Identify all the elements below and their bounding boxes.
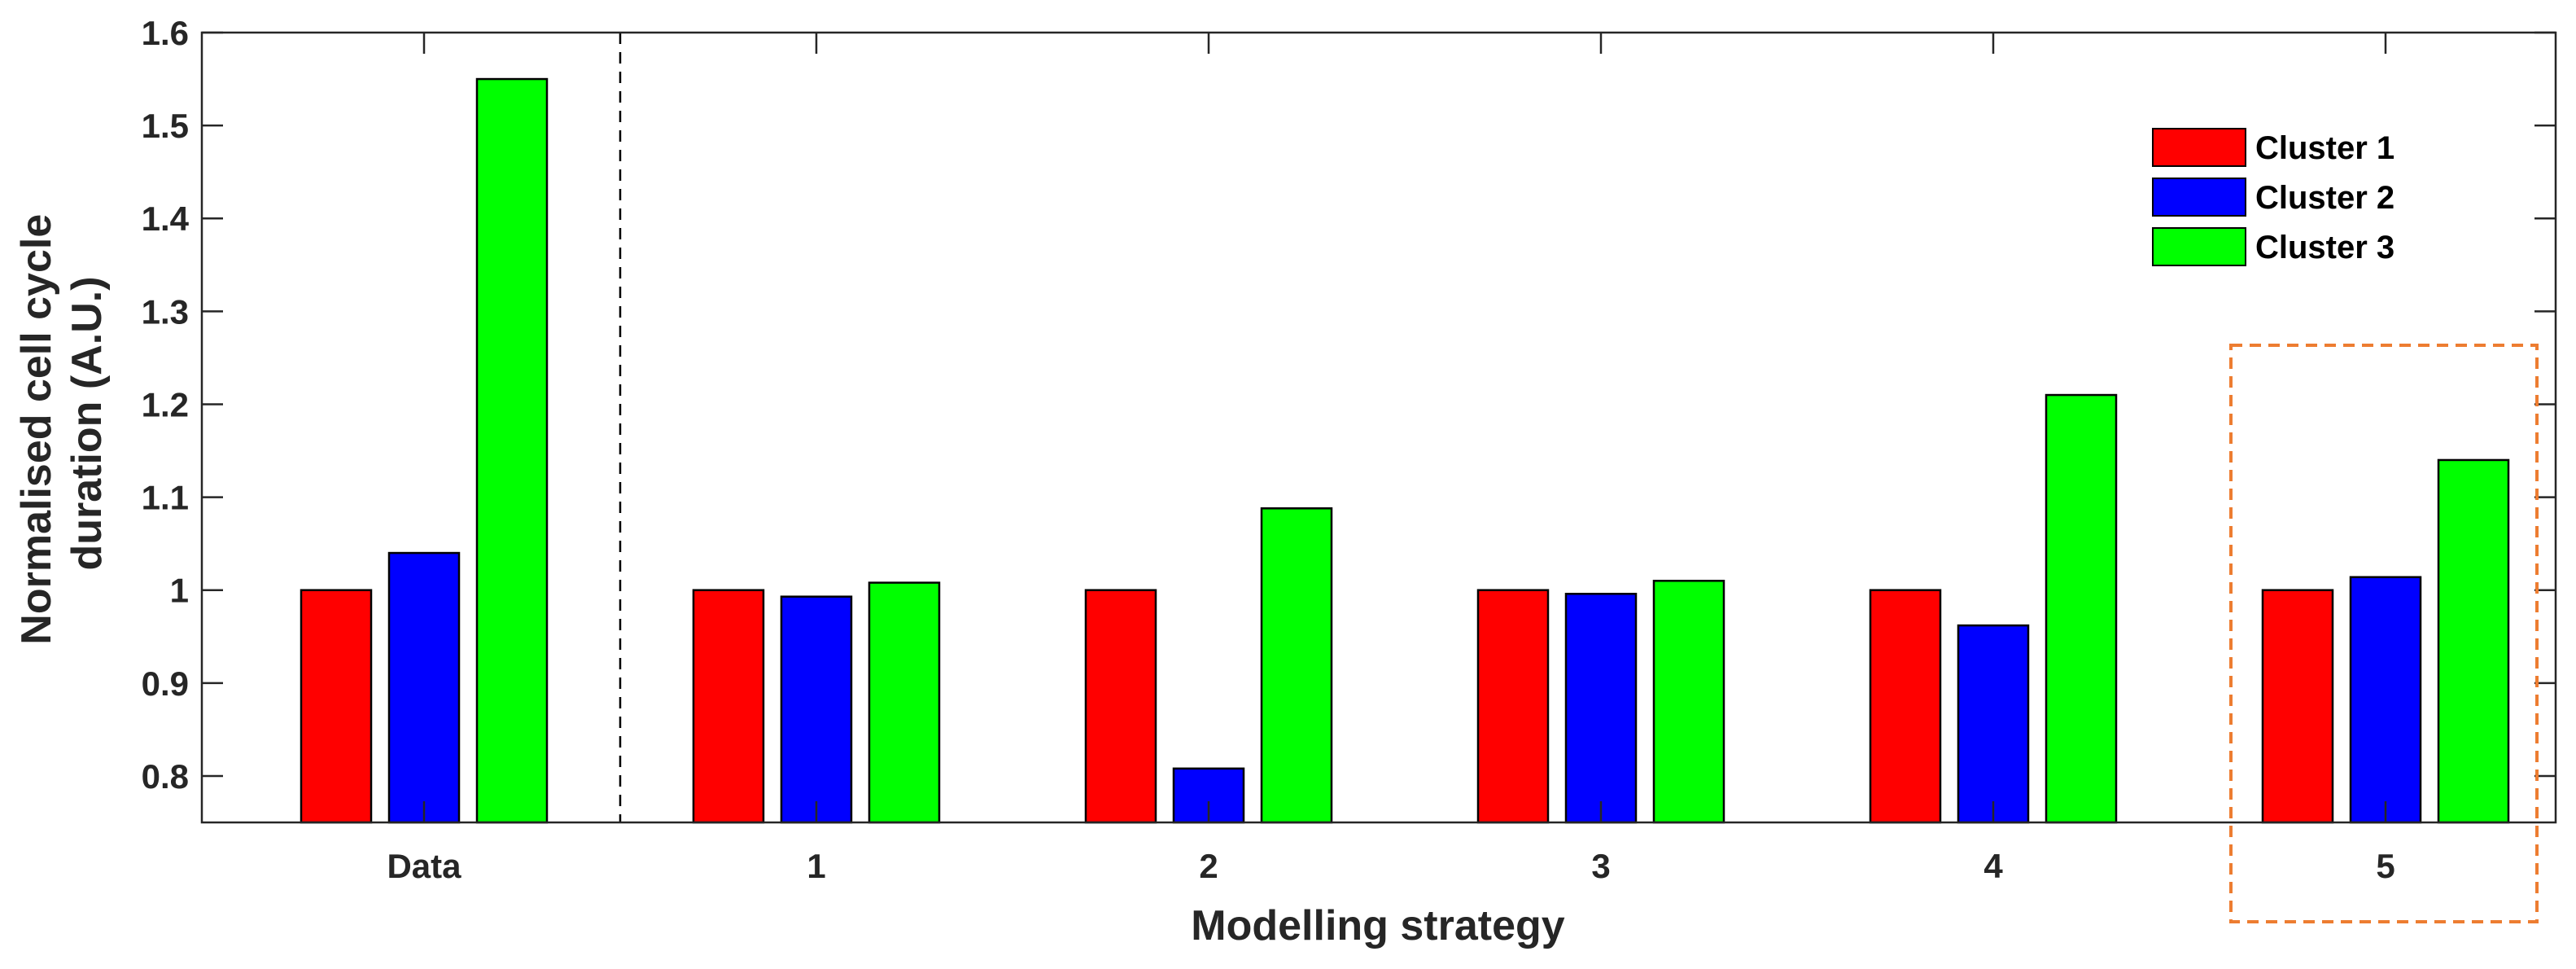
plot-frame (200, 31, 2557, 824)
bar-cluster-2-data (387, 551, 461, 824)
y-axis-title-line-1: Normalised cell cycle (13, 214, 60, 645)
bar-cluster-1-data (300, 589, 373, 824)
y-tick-label: 1.6 (142, 14, 189, 52)
legend: Cluster 1 Cluster 2 Cluster 3 (2152, 128, 2394, 266)
bar-cluster-3-2 (1260, 507, 1333, 824)
bar-cluster-2-1 (780, 595, 853, 824)
y-axis-title: Normalised cell cycle duration (A.U.) (13, 202, 111, 644)
highlight-layer (2229, 344, 2539, 923)
bar-cluster-2-5 (2349, 576, 2422, 824)
legend-swatch (2152, 178, 2246, 217)
legend-label: Cluster 2 (2255, 180, 2394, 216)
x-axis-title: Modelling strategy (1191, 902, 1564, 949)
x-tick-label: 4 (1983, 847, 2003, 885)
y-tick-label: 1 (170, 572, 189, 610)
legend-swatch (2152, 128, 2246, 167)
y-axis-title-line-2: duration (A.U.) (63, 276, 111, 570)
bar-cluster-3-3 (1652, 580, 1725, 824)
bar-cluster-1-4 (1869, 589, 1942, 824)
bar-cluster-3-4 (2045, 393, 2118, 824)
bar-cluster-1-2 (1084, 589, 1157, 824)
ticks-layer: 0.8 0.9 1 1.1 1.2 1.3 1.4 1.5 1.6 Data 1 2 3 4 5 (142, 14, 2556, 885)
bar-cluster-1-3 (1476, 589, 1550, 824)
y-tick-label: 1.3 (142, 292, 189, 331)
bar-cluster-2-3 (1564, 593, 1638, 824)
bar-cluster-1-5 (2261, 589, 2334, 824)
legend-swatch (2152, 227, 2246, 266)
y-tick-label: 0.8 (142, 757, 189, 796)
bars-layer (300, 77, 2510, 824)
highlight-box (2229, 344, 2539, 923)
x-tick-label: 3 (1591, 847, 1610, 885)
bar-cluster-2-4 (1957, 624, 2030, 824)
bar-cluster-3-data (475, 77, 549, 824)
x-tick-label: 1 (807, 847, 825, 885)
y-tick-label: 1.1 (142, 479, 189, 517)
bar-cluster-3-1 (868, 581, 941, 824)
y-tick-label: 0.9 (142, 664, 189, 703)
x-tick-label: 2 (1199, 847, 1218, 885)
y-tick-label: 1.5 (142, 107, 189, 145)
legend-label: Cluster 1 (2255, 130, 2394, 166)
x-tick-label: 5 (2376, 847, 2394, 885)
y-tick-label: 1.2 (142, 385, 189, 423)
bar-cluster-1-1 (692, 589, 765, 824)
legend-label: Cluster 3 (2255, 230, 2394, 265)
bar-cluster-3-5 (2437, 458, 2510, 824)
y-tick-label: 1.4 (142, 200, 190, 238)
x-tick-label: Data (387, 847, 461, 885)
axes-layer (200, 31, 2557, 824)
